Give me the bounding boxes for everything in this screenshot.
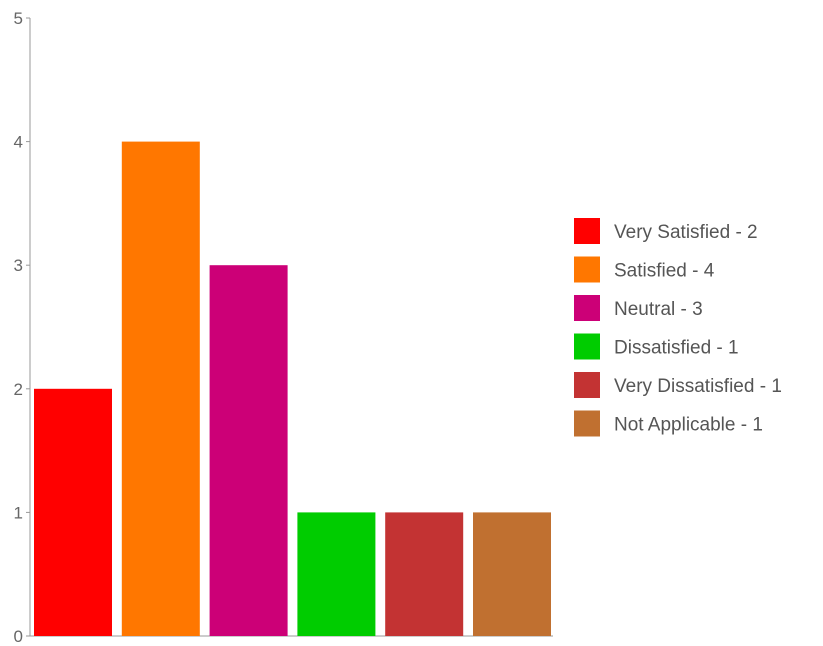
y-tick-label: 2 [14,380,23,399]
legend-label: Satisfied - 4 [614,261,715,282]
bar-satisfied[interactable] [121,141,200,636]
legend-swatch [574,410,600,437]
legend-label: Neutral - 3 [614,299,703,320]
bar-very-satisfied[interactable] [34,388,112,636]
legend-swatch [574,333,600,360]
legend-swatch [574,256,600,283]
bar-not-applicable[interactable] [473,512,551,636]
legend-swatch [574,218,600,244]
bar-neutral[interactable] [209,265,288,636]
legend-label: Not Applicable - 1 [614,415,763,436]
y-axis: 0 1 2 3 4 5 [14,9,553,646]
y-tick-label: 1 [14,503,23,522]
bar-dissatisfied[interactable] [297,512,376,636]
bars [34,141,551,636]
legend-swatch [574,372,600,398]
bar-very-dissatisfied[interactable] [385,512,464,636]
y-tick-label: 3 [14,256,23,275]
y-tick-label: 5 [14,9,23,28]
legend-label: Dissatisfied - 1 [614,338,739,359]
legend-label: Very Dissatisfied - 1 [614,376,782,397]
y-tick-label: 4 [14,133,23,152]
legend-swatch [574,295,600,321]
legend-label: Very Satisfied - 2 [614,222,758,243]
y-tick-label: 0 [14,627,23,646]
legend: Very Satisfied - 2 Satisfied - 4 Neutral -… [574,218,782,437]
